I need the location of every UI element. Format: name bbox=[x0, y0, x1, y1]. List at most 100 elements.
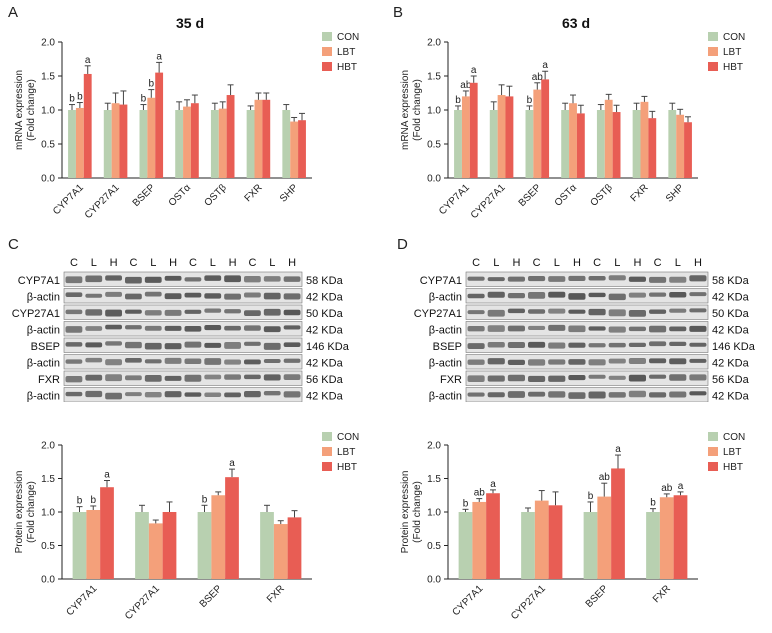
chart-a-bar-hbt bbox=[262, 99, 271, 178]
blot-d-kda-label: 42 KDa bbox=[712, 390, 750, 402]
chart-d-bar-lbt bbox=[659, 497, 674, 579]
chart-b-sig-letter: a bbox=[542, 60, 548, 71]
blot-c-band bbox=[65, 359, 83, 364]
chart-d-sig-letter: ab bbox=[661, 483, 673, 494]
blot-d-strip bbox=[465, 321, 709, 337]
blot-c-band bbox=[85, 309, 103, 316]
blot-d-band bbox=[548, 391, 566, 398]
chart-a-bar-lbt bbox=[75, 107, 84, 178]
blot-d-band bbox=[568, 375, 586, 381]
blot-d-band bbox=[588, 343, 606, 348]
chart-b-xtick-label: BSEP bbox=[517, 182, 544, 209]
blot-d-band bbox=[628, 358, 646, 365]
chart-b-bar-lbt bbox=[569, 103, 577, 178]
chart-b-bar-lbt bbox=[497, 95, 506, 178]
blot-d-band bbox=[689, 342, 707, 347]
blot-c-band bbox=[144, 310, 162, 316]
blot-d-band bbox=[669, 358, 687, 365]
blot-c-band bbox=[184, 392, 202, 397]
blot-d-band bbox=[689, 358, 707, 363]
blot-c-strip bbox=[63, 387, 303, 402]
chart-a-ytick-label: 0.5 bbox=[41, 140, 55, 151]
chart-b-ylabel-line2: (Fold change) bbox=[412, 79, 423, 141]
blot-d-band bbox=[588, 308, 606, 316]
chart-b-legend-label: LBT bbox=[723, 47, 741, 58]
blot-c-band bbox=[283, 293, 301, 300]
blot-d-lane-label: C bbox=[593, 257, 601, 269]
blot-d-band bbox=[608, 326, 626, 333]
blot-d-band bbox=[528, 341, 546, 348]
blot-c-band bbox=[244, 325, 261, 331]
blot-c-band bbox=[204, 358, 222, 365]
blot-d-band bbox=[649, 292, 667, 297]
blot-c-band bbox=[283, 374, 301, 381]
chart-d-bar-hbt bbox=[611, 468, 625, 579]
blot-d-lane-label: H bbox=[512, 257, 520, 269]
blot-c-band bbox=[144, 374, 162, 382]
chart-d-ylabel-line1: Protein expression bbox=[400, 471, 411, 554]
chart-b-bar-hbt bbox=[505, 96, 514, 178]
blot-d-band bbox=[649, 374, 667, 379]
blot-d-row-label: BSEP bbox=[433, 341, 462, 353]
blot-c-band bbox=[144, 342, 162, 350]
blot-c-band bbox=[224, 293, 241, 300]
chart-a-xtick-label: OSTβ bbox=[202, 182, 229, 209]
blot-c-band bbox=[65, 309, 83, 315]
chart-b-legend-swatch-con bbox=[708, 32, 718, 41]
blot-d-band bbox=[487, 358, 505, 365]
blot-c-band bbox=[283, 358, 301, 363]
chart-b-xtick-label: OSTα bbox=[553, 182, 580, 209]
blot-c-lane-label: C bbox=[248, 257, 256, 269]
blot-c-strip bbox=[63, 271, 303, 287]
chart-a-xtick-label: BSEP bbox=[131, 182, 158, 209]
chart-b-bar-hbt bbox=[541, 79, 550, 178]
blot-d-band bbox=[568, 309, 586, 314]
blot-c-band bbox=[184, 277, 202, 282]
blot-c-band bbox=[105, 275, 122, 281]
blot-c-kda-label: 42 KDa bbox=[306, 357, 344, 369]
blot-c-band bbox=[125, 341, 142, 349]
chart-c-sig-letter: b bbox=[90, 495, 96, 506]
blot-c-strip bbox=[63, 337, 303, 353]
blot-d-band bbox=[608, 358, 626, 364]
blot-d-band bbox=[588, 391, 606, 399]
blot-c-band bbox=[105, 309, 122, 317]
blot-c-band bbox=[283, 391, 301, 398]
blot-c-band bbox=[164, 325, 182, 331]
blot-c-band bbox=[224, 392, 241, 398]
blot-d-band bbox=[528, 375, 546, 382]
chart-b-bar-hbt bbox=[684, 122, 692, 178]
chart-a-bar-con bbox=[210, 110, 219, 178]
chart-d-bar-con bbox=[521, 512, 535, 579]
chart-a-legend-label: LBT bbox=[337, 47, 355, 58]
blot-d-band bbox=[568, 293, 586, 300]
blot-d-band bbox=[588, 275, 606, 281]
blot-d-band bbox=[507, 342, 525, 349]
chart-b-xtick-label: OSTβ bbox=[588, 182, 615, 209]
blot-c-band bbox=[85, 293, 103, 298]
blot-d-kda-label: 146 KDa bbox=[712, 341, 756, 353]
blot-c-band bbox=[204, 308, 222, 313]
blot-d-band bbox=[507, 391, 525, 398]
blot-c-band bbox=[263, 374, 281, 381]
blot-d-band bbox=[568, 359, 586, 365]
chart-d-ytick-label: 1.0 bbox=[427, 508, 441, 519]
chart-c-ylabel-line2: (Fold change) bbox=[26, 481, 37, 543]
chart-b-sig-letter: b bbox=[527, 95, 533, 106]
blot-c-band bbox=[164, 391, 182, 398]
blot-d-strip bbox=[465, 337, 709, 353]
chart-a-bar-hbt bbox=[119, 104, 128, 178]
blot-c-band bbox=[184, 292, 202, 298]
blot-c-band bbox=[65, 391, 83, 397]
blot-c-kda-label: 50 KDa bbox=[306, 308, 344, 320]
chart-b-mrna-63d: 63 d 0.0 0.5 1.0 1.5 2.0 mRNA expression (Fold … bbox=[400, 15, 745, 221]
chart-a-bar-hbt bbox=[226, 95, 235, 178]
blot-d-band bbox=[507, 308, 525, 314]
blot-d-band bbox=[649, 341, 667, 347]
blot-d-lane-label: C bbox=[654, 257, 662, 269]
blot-d-row-label: FXR bbox=[440, 374, 462, 386]
blot-d-lane-label: H bbox=[633, 257, 641, 269]
blot-d-band bbox=[487, 309, 505, 317]
blot-c-band bbox=[204, 325, 222, 331]
